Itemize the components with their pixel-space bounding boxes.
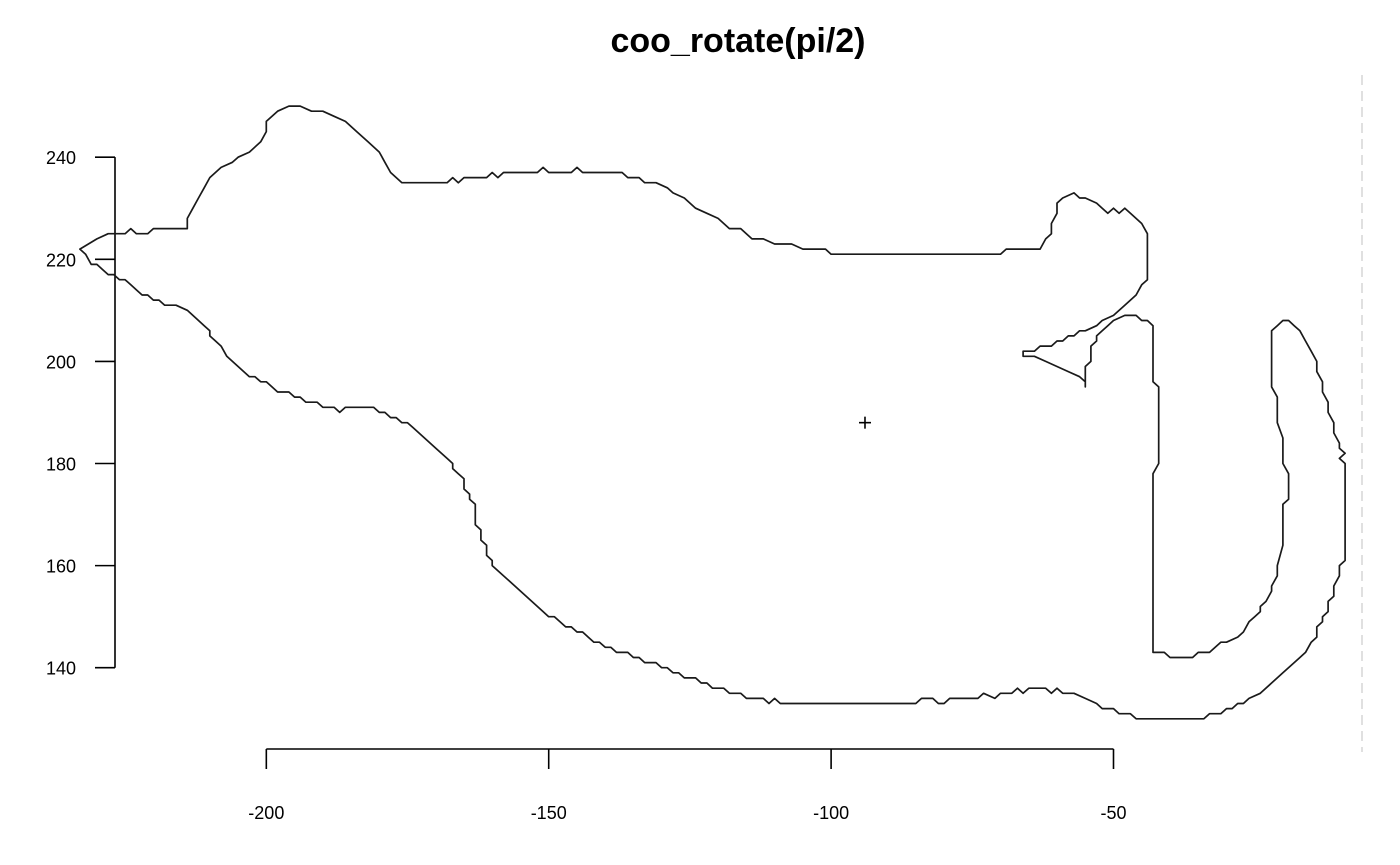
x-tick-label: -150	[531, 803, 567, 823]
centroid-marker	[858, 416, 871, 429]
y-tick-label: 180	[46, 455, 76, 475]
y-tick-label: 200	[46, 352, 76, 372]
shape-outline	[79, 105, 1346, 720]
y-tick-label: 140	[46, 659, 76, 679]
y-tick-label: 240	[46, 148, 76, 168]
x-tick-label: -200	[248, 803, 284, 823]
x-tick-label: -100	[813, 803, 849, 823]
plot-area	[79, 105, 1346, 720]
y-tick-label: 160	[46, 557, 76, 577]
y-tick-label: 220	[46, 250, 76, 270]
chart-title: coo_rotate(pi/2)	[610, 22, 865, 60]
axes: -200 -150 -100 -50 140 160 180 200 220 240	[46, 148, 1127, 823]
x-tick-label: -50	[1100, 803, 1126, 823]
